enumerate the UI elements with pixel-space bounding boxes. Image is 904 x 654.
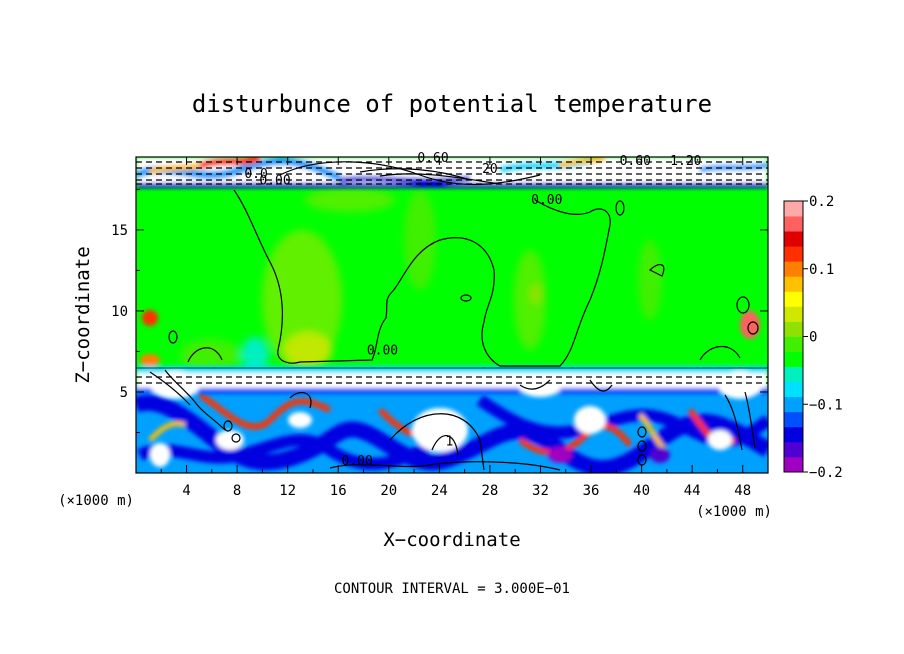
x-unit-right: (×1000 m) [696, 504, 772, 520]
y-tick-label: 15 [111, 223, 128, 239]
colorbar-swatch [784, 216, 803, 232]
x-tick-label: 12 [279, 483, 296, 499]
colorbar-swatch [784, 291, 803, 307]
contour-label: 1.20 [670, 154, 701, 169]
inversion-band [136, 310, 768, 399]
x-tick-label: 44 [684, 483, 701, 499]
colorbar-swatch [784, 366, 803, 383]
x-axis-label: X−coordinate [383, 529, 520, 551]
colorbar-swatch [784, 441, 803, 458]
colorbar-swatch [784, 306, 803, 322]
colorbar-swatch [784, 321, 803, 337]
colorbar-swatch [784, 201, 803, 217]
colorbar-swatch [784, 426, 803, 443]
contour-label: 0.00 [367, 344, 398, 359]
colorbar-swatch [784, 246, 803, 262]
colorbar-swatch [784, 381, 803, 398]
colorbar-swatch [784, 456, 803, 473]
contour-label: 0.0 [244, 167, 267, 182]
colorbar-swatch [784, 336, 803, 352]
plot-frame [135, 156, 769, 474]
x-axis: 4 8 12 16 20 24 28 32 36 40 44 48 [160, 157, 751, 499]
colorbar-tick-label: 0.1 [809, 262, 834, 278]
colorbar-tick-label: −0.1 [809, 397, 843, 413]
contour-label: 0.60 [417, 151, 448, 166]
colorbar-swatch [784, 411, 803, 428]
colorbar: 0.2 0.1 0 −0.1 −0.2 [783, 194, 843, 481]
colorbar-swatch [784, 351, 803, 368]
y-axis-label: Z−coordinate [72, 246, 94, 383]
x-tick-label: 16 [330, 483, 347, 499]
x-tick-label: 36 [583, 483, 600, 499]
contour-label: 0.00 [531, 193, 562, 208]
colorbar-swatch [784, 231, 803, 247]
x-tick-label: 8 [233, 483, 241, 499]
colorbar-swatch [784, 276, 803, 292]
colorbar-tick-label: 0.2 [809, 194, 834, 210]
x-tick-label: 20 [380, 483, 397, 499]
colorbar-tick-label: −0.2 [809, 465, 843, 481]
contour-label: 0.60 [620, 154, 651, 169]
plot-area [136, 157, 768, 473]
contour-label: 0.00 [259, 174, 290, 189]
y-tick-label: 5 [120, 385, 128, 401]
contour-label: 1 [446, 434, 454, 449]
x-tick-label: 28 [481, 483, 498, 499]
x-tick-label: 24 [431, 483, 448, 499]
colorbar-tick-label: 0 [809, 330, 817, 346]
x-unit-left: (×1000 m) [58, 493, 134, 509]
colorbar-swatch [784, 396, 803, 413]
y-tick-label: 10 [111, 304, 128, 320]
y-axis: 5 10 15 [111, 188, 768, 433]
colorbar-swatch [784, 261, 803, 277]
contour-interval-note: CONTOUR INTERVAL = 3.000E−01 [334, 581, 570, 597]
contour-label: 20 [482, 162, 498, 177]
contour-lines [136, 161, 768, 471]
x-tick-label: 48 [734, 483, 751, 499]
contour-label: 0.00 [342, 454, 373, 469]
field-plumes [180, 188, 662, 373]
chart-title: disturbunce of potential temperature [192, 90, 712, 118]
x-tick-label: 4 [182, 483, 190, 499]
x-tick-label: 40 [633, 483, 650, 499]
lower-turbulence [136, 392, 768, 473]
x-tick-label: 32 [532, 483, 549, 499]
